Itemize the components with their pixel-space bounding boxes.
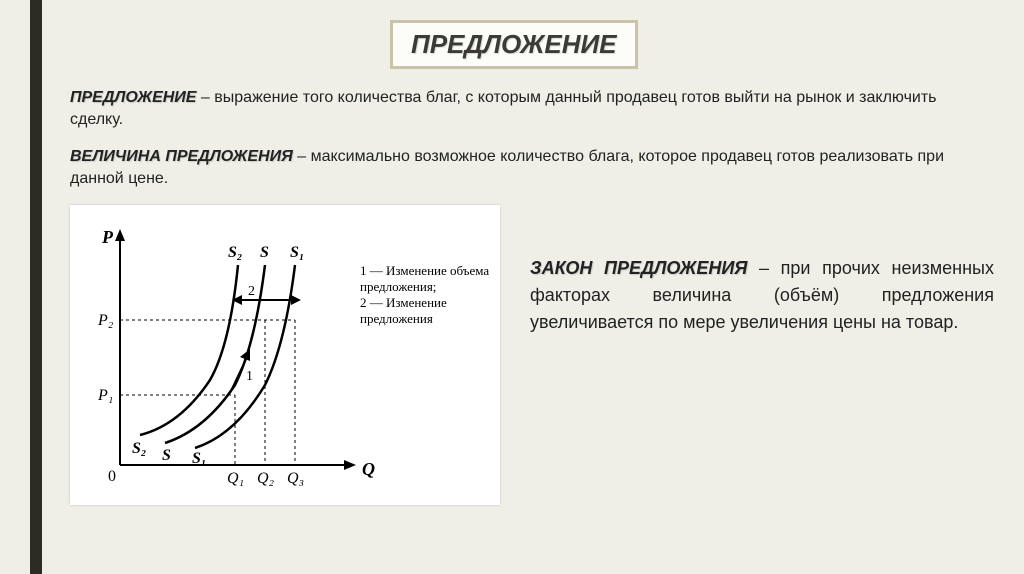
legend-line-2b: предложения <box>360 311 433 326</box>
curve-s2 <box>140 265 238 435</box>
origin-label: 0 <box>108 468 116 485</box>
tick-q1: Q₁ <box>227 470 244 487</box>
decorative-sidebar <box>30 0 42 574</box>
chart-svg: P Q 0 P₁ P₂ Q₁ Q₂ Q₃ <box>70 205 500 505</box>
term-quantity: ВЕЛИЧИНА ПРЕДЛОЖЕНИЯ <box>70 148 293 165</box>
lower-row: P Q 0 P₁ P₂ Q₁ Q₂ Q₃ <box>70 205 994 505</box>
slide-content: ПРЕДЛОЖЕНИЕ ПРЕДЛОЖЕНИЕ – выражение того… <box>70 20 994 505</box>
term-law: ЗАКОН ПРЕДЛОЖЕНИЯ <box>530 258 747 278</box>
definition-quantity: ВЕЛИЧИНА ПРЕДЛОЖЕНИЯ – максимально возмо… <box>70 146 994 189</box>
label-s1-top: S₁ <box>290 244 304 261</box>
legend-line-2: 2 — Изменение <box>360 295 447 310</box>
law-of-supply: ЗАКОН ПРЕДЛОЖЕНИЯ – при прочих неизменны… <box>530 205 994 505</box>
definition-supply-text: – выражение того количества благ, с кото… <box>70 89 937 128</box>
axis-label-p: P <box>101 227 114 247</box>
annotation-2: 2 <box>248 284 255 299</box>
slide-title: ПРЕДЛОЖЕНИЕ <box>411 29 617 59</box>
supply-chart: P Q 0 P₁ P₂ Q₁ Q₂ Q₃ <box>70 205 500 505</box>
term-supply: ПРЕДЛОЖЕНИЕ <box>70 89 196 106</box>
tick-q2: Q₂ <box>257 470 275 487</box>
label-s2-bot: S₂ <box>132 440 146 457</box>
tick-p1: P₁ <box>97 387 113 404</box>
tick-p2: P₂ <box>97 312 114 329</box>
label-s1-bot: S₁ <box>192 450 206 467</box>
label-s-top: S <box>260 244 269 261</box>
legend-line-1b: предложения; <box>360 279 436 294</box>
label-s2-top: S₂ <box>228 244 242 261</box>
label-s-bot: S <box>162 447 171 464</box>
annotation-1: 1 <box>246 369 253 384</box>
title-box: ПРЕДЛОЖЕНИЕ <box>390 20 638 69</box>
axis-label-q: Q <box>362 459 375 479</box>
tick-q3: Q₃ <box>287 470 304 487</box>
definition-supply: ПРЕДЛОЖЕНИЕ – выражение того количества … <box>70 87 994 130</box>
legend-line-1: 1 — Изменение объема <box>360 263 489 278</box>
